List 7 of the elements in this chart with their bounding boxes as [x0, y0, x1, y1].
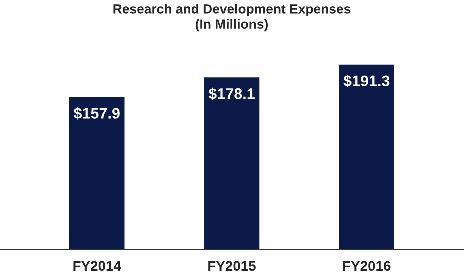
x-tick-label: FY2015	[208, 261, 256, 272]
data-label: $157.9	[74, 107, 120, 120]
x-tick-label: FY2014	[74, 261, 122, 272]
data-label: $178.1	[208, 88, 255, 100]
x-tick-label: FY2016	[343, 261, 391, 272]
data-label: $191.3	[344, 75, 390, 88]
chart-title: Research and Development Expenses (In Millions)	[114, 4, 351, 32]
